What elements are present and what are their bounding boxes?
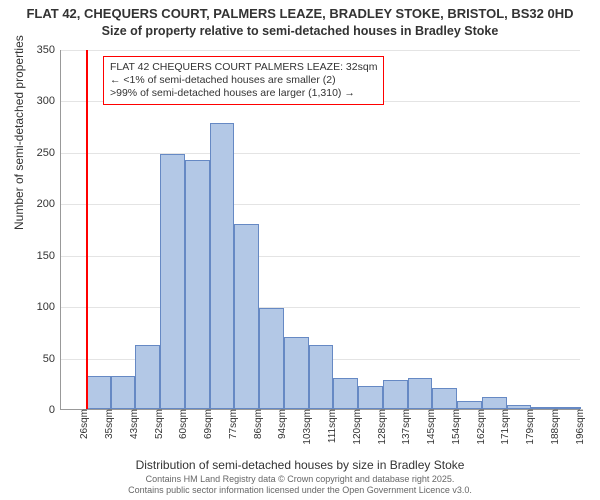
ytick-label: 150 [37,250,61,262]
xtick-label: 137sqm [397,409,412,445]
title-line-2: Size of property relative to semi-detach… [0,24,600,38]
attribution-line-2: Contains public sector information licen… [0,485,600,496]
ytick-label: 300 [37,95,61,107]
ytick-label: 50 [43,353,61,365]
annotation-box: FLAT 42 CHEQUERS COURT PALMERS LEAZE: 32… [103,56,384,105]
xtick-label: 179sqm [521,409,536,445]
xtick-label: 35sqm [100,409,115,439]
attribution: Contains HM Land Registry data © Crown c… [0,474,600,496]
xtick-label: 145sqm [422,409,437,445]
gridline [61,153,580,154]
histogram-bar [111,376,136,409]
annotation-line-2: ← <1% of semi-detached houses are smalle… [110,74,377,87]
xtick-label: 52sqm [150,409,165,439]
attribution-line-1: Contains HM Land Registry data © Crown c… [0,474,600,485]
ytick-label: 200 [37,198,61,210]
histogram-bar [234,224,259,409]
y-axis-label: Number of semi-detached properties [12,35,26,230]
histogram-bar [383,380,408,409]
x-axis-label: Distribution of semi-detached houses by … [0,458,600,472]
reference-line [86,50,88,409]
histogram-bar [457,401,482,409]
ytick-label: 100 [37,301,61,313]
gridline [61,307,580,308]
xtick-label: 26sqm [75,409,90,439]
histogram-bar [135,345,160,409]
title-line-1: FLAT 42, CHEQUERS COURT, PALMERS LEAZE, … [0,6,600,21]
histogram-bar [210,123,235,409]
histogram-bar [86,376,111,409]
xtick-label: 77sqm [224,409,239,439]
figure: { "title": { "line1": "FLAT 42, CHEQUERS… [0,0,600,500]
histogram-bar [160,154,185,409]
annotation-line-1: FLAT 42 CHEQUERS COURT PALMERS LEAZE: 32… [110,61,377,74]
xtick-label: 94sqm [273,409,288,439]
histogram-bar [432,388,457,409]
gridline [61,256,580,257]
histogram-bar [284,337,309,409]
xtick-label: 69sqm [199,409,214,439]
ytick-label: 0 [49,404,61,416]
xtick-label: 60sqm [174,409,189,439]
xtick-label: 154sqm [447,409,462,445]
ytick-label: 350 [37,44,61,56]
xtick-label: 111sqm [323,409,338,443]
xtick-label: 196sqm [571,409,586,445]
ytick-label: 250 [37,147,61,159]
histogram-bar [482,397,507,409]
histogram-bar [309,345,334,409]
histogram-bar [333,378,358,409]
xtick-label: 86sqm [249,409,264,439]
xtick-label: 120sqm [348,409,363,445]
xtick-label: 162sqm [472,409,487,445]
gridline [61,50,580,51]
annotation-line-3: >99% of semi-detached houses are larger … [110,87,377,100]
histogram-bar [408,378,433,409]
xtick-label: 43sqm [125,409,140,439]
histogram-bar [259,308,284,409]
histogram-bar [358,386,383,409]
xtick-label: 103sqm [298,409,313,445]
xtick-label: 171sqm [496,409,511,445]
gridline [61,204,580,205]
histogram-bar [185,160,210,409]
xtick-label: 188sqm [546,409,561,445]
plot-area: 05010015020025030035026sqm35sqm43sqm52sq… [60,50,580,410]
xtick-label: 128sqm [373,409,388,445]
